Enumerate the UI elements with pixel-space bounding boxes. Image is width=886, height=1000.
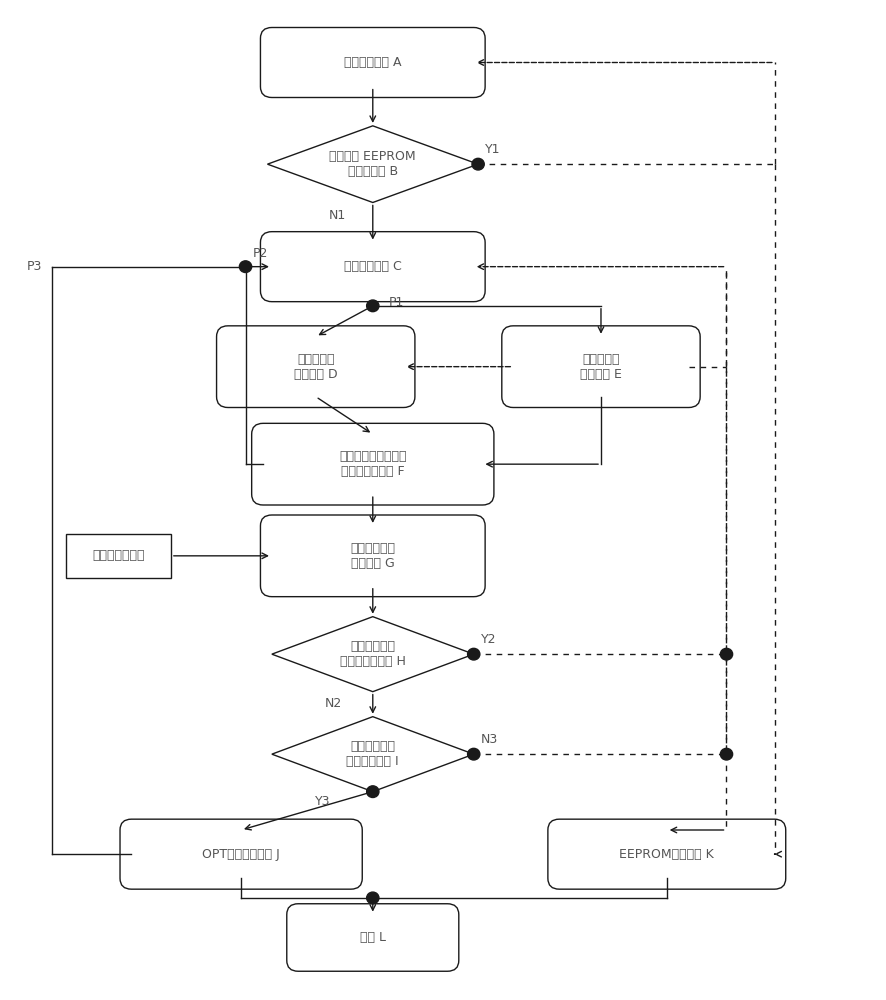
Text: Y2: Y2 (481, 633, 496, 646)
FancyBboxPatch shape (548, 819, 786, 889)
Text: 分频数初始值 A: 分频数初始值 A (344, 56, 401, 69)
Text: 外部时钟基准源: 外部时钟基准源 (92, 549, 144, 562)
Circle shape (468, 648, 480, 660)
Circle shape (239, 261, 252, 272)
Text: OPT存储最终数据 J: OPT存储最终数据 J (202, 848, 280, 861)
FancyBboxPatch shape (260, 515, 486, 597)
Circle shape (468, 748, 480, 760)
FancyBboxPatch shape (501, 326, 700, 408)
Polygon shape (272, 617, 474, 692)
FancyBboxPatch shape (216, 326, 415, 408)
Text: Y3: Y3 (315, 795, 330, 808)
Text: N2: N2 (324, 697, 342, 710)
FancyBboxPatch shape (252, 423, 494, 505)
Text: 比较时钟频率
约等于理想值 I: 比较时钟频率 约等于理想值 I (346, 740, 399, 768)
Text: Y1: Y1 (486, 143, 501, 156)
Bar (66, 534, 171, 578)
Text: N3: N3 (481, 733, 498, 746)
Circle shape (720, 748, 733, 760)
Circle shape (472, 158, 485, 170)
Circle shape (720, 648, 733, 660)
Text: 是否采用 EEPROM
配置分频数 B: 是否采用 EEPROM 配置分频数 B (330, 150, 416, 178)
FancyBboxPatch shape (260, 232, 486, 302)
FancyBboxPatch shape (260, 27, 486, 98)
Text: 比较时钟频率
偏离理想值较大 H: 比较时钟频率 偏离理想值较大 H (340, 640, 406, 668)
Text: P1: P1 (389, 296, 404, 309)
Text: P3: P3 (27, 260, 42, 273)
Text: 分频数暂存值 C: 分频数暂存值 C (344, 260, 401, 273)
Text: 分频数粗调
加减操作 D: 分频数粗调 加减操作 D (294, 353, 338, 381)
Circle shape (367, 892, 379, 904)
Polygon shape (268, 126, 478, 202)
Text: 锁相环产生相应稳定
的比较时钟频率 F: 锁相环产生相应稳定 的比较时钟频率 F (339, 450, 407, 478)
Polygon shape (272, 717, 474, 792)
Text: 结束 L: 结束 L (360, 931, 385, 944)
FancyBboxPatch shape (120, 819, 362, 889)
Circle shape (367, 300, 379, 312)
Text: 分频数细调
加减操作 E: 分频数细调 加减操作 E (580, 353, 622, 381)
Circle shape (367, 786, 379, 798)
FancyBboxPatch shape (287, 904, 459, 971)
Text: P2: P2 (253, 247, 268, 260)
Text: EEPROM配置数据 K: EEPROM配置数据 K (619, 848, 714, 861)
Text: 两种时钟频率
进行比较 G: 两种时钟频率 进行比较 G (350, 542, 395, 570)
Text: N1: N1 (329, 209, 346, 222)
